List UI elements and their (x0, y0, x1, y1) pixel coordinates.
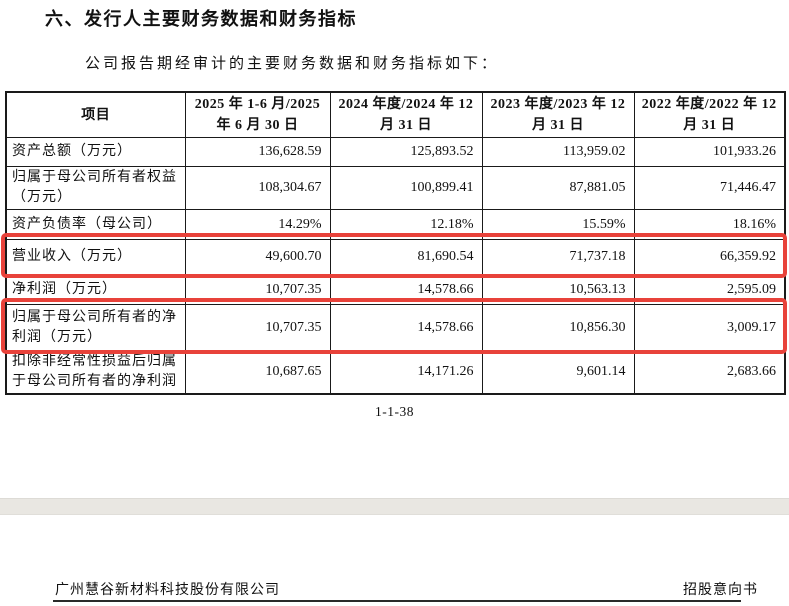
document-page: 六、发行人主要财务数据和财务指标 公司报告期经审计的主要财务数据和财务指标如下：… (0, 9, 789, 602)
section-title: 六、发行人主要财务数据和财务指标 (45, 9, 357, 29)
row-label: 资产负债率（母公司） (5, 209, 186, 240)
header-rule-line (53, 600, 741, 602)
row-value: 125,893.52 (329, 137, 483, 167)
table-row: 扣除非经常性损益后归属于母公司所有者的净利润 10,687.65 14,171.26… (5, 350, 786, 395)
row-value: 87,881.05 (481, 166, 635, 210)
row-value: 100,899.41 (329, 166, 483, 210)
row-value: 2,595.09 (633, 274, 786, 305)
table-row: 归属于母公司所有者权益（万元） 108,304.67 100,899.41 87,88… (5, 166, 786, 210)
row-label: 营业收入（万元） (5, 239, 186, 275)
row-value: 10,707.35 (184, 274, 331, 305)
row-value: 81,690.54 (329, 239, 483, 275)
row-label: 归属于母公司所有者的净利润（万元） (5, 304, 186, 351)
row-value: 101,933.26 (633, 137, 786, 167)
row-value: 136,628.59 (184, 137, 331, 167)
row-value: 18.16% (633, 209, 786, 240)
column-header-2022: 2022 年度/2022 年 12 月 31 日 (633, 91, 786, 138)
row-value: 49,600.70 (184, 239, 331, 275)
row-label: 归属于母公司所有者权益（万元） (5, 166, 186, 210)
row-value: 14,578.66 (329, 304, 483, 351)
table-row: 资产总额（万元） 136,628.59 125,893.52 113,959.02 10… (5, 137, 786, 167)
table-row: 净利润（万元） 10,707.35 14,578.66 10,563.13 2,595.… (5, 274, 786, 305)
table-row: 归属于母公司所有者的净利润（万元） 10,707.35 14,578.66 10,85… (5, 304, 786, 351)
page-separator (0, 498, 789, 515)
table-zone: 项目 2025 年 1-6 月/2025 年 6 月 30 日 2024 年度/… (0, 91, 789, 395)
table-row: 营业收入（万元） 49,600.70 81,690.54 71,737.18 66,35… (5, 239, 786, 275)
table-body: 资产总额（万元） 136,628.59 125,893.52 113,959.02 10… (5, 137, 786, 395)
row-value: 14,578.66 (329, 274, 483, 305)
row-value: 113,959.02 (481, 137, 635, 167)
next-page-header: 广州慧谷新材料科技股份有限公司 招股意向书 (0, 579, 789, 599)
row-value: 108,304.67 (184, 166, 331, 210)
row-value: 71,737.18 (481, 239, 635, 275)
row-value: 10,707.35 (184, 304, 331, 351)
row-value: 15.59% (481, 209, 635, 240)
table-row: 资产负债率（母公司） 14.29% 12.18% 15.59% 18.16% (5, 209, 786, 240)
column-header-item: 项目 (5, 91, 186, 138)
row-label: 扣除非经常性损益后归属于母公司所有者的净利润 (5, 350, 186, 395)
header-doc-type: 招股意向书 (683, 583, 758, 598)
page-number: 1-1-38 (375, 404, 414, 419)
row-value: 10,856.30 (481, 304, 635, 351)
row-value: 9,601.14 (481, 350, 635, 395)
row-value: 66,359.92 (633, 239, 786, 275)
column-header-2023: 2023 年度/2023 年 12 月 31 日 (481, 91, 635, 138)
row-value: 14.29% (184, 209, 331, 240)
row-value: 14,171.26 (329, 350, 483, 395)
row-value: 10,687.65 (184, 350, 331, 395)
column-header-2024: 2024 年度/2024 年 12 月 31 日 (329, 91, 483, 138)
column-header-2025: 2025 年 1-6 月/2025 年 6 月 30 日 (184, 91, 331, 138)
row-value: 71,446.47 (633, 166, 786, 210)
row-value: 12.18% (329, 209, 483, 240)
row-value: 10,563.13 (481, 274, 635, 305)
table-header-row: 项目 2025 年 1-6 月/2025 年 6 月 30 日 2024 年度/… (5, 91, 786, 138)
header-company-name: 广州慧谷新材料科技股份有限公司 (55, 583, 280, 598)
row-value: 2,683.66 (633, 350, 786, 395)
row-label: 净利润（万元） (5, 274, 186, 305)
row-value: 3,009.17 (633, 304, 786, 351)
intro-text: 公司报告期经审计的主要财务数据和财务指标如下： (85, 56, 500, 72)
financial-table: 项目 2025 年 1-6 月/2025 年 6 月 30 日 2024 年度/… (5, 91, 786, 395)
row-label: 资产总额（万元） (5, 137, 186, 167)
